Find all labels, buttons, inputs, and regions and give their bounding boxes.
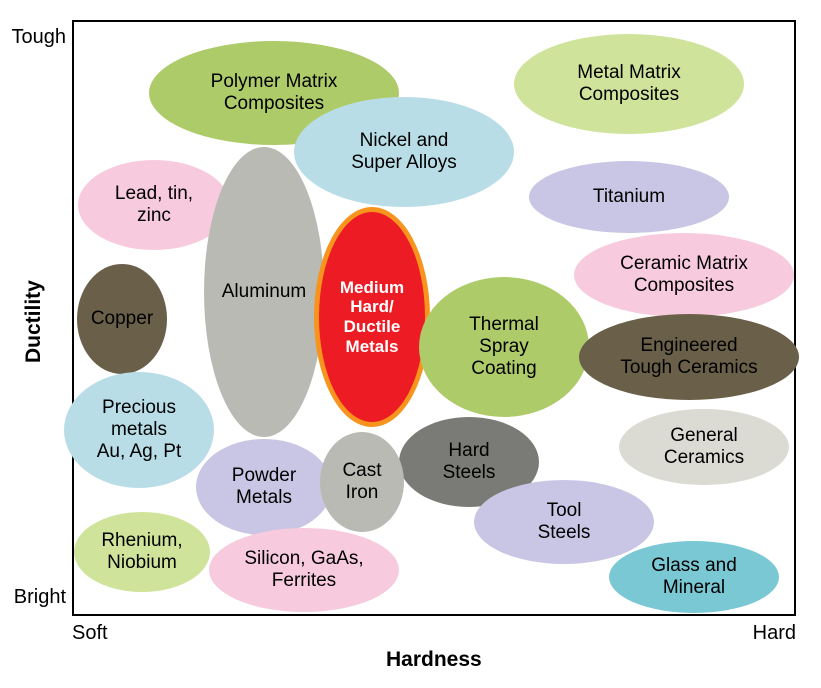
blob-cmc: Ceramic MatrixComposites [574, 233, 794, 317]
blob-thermal: ThermalSprayCoating [419, 277, 589, 417]
x-axis-max-label: Hard [753, 622, 796, 645]
blob-label: PreciousmetalsAu, Ag, Pt [97, 397, 182, 463]
blob-nickel: Nickel andSuper Alloys [294, 97, 514, 207]
blob-label: ToolSteels [538, 500, 591, 544]
blob-label: HardSteels [443, 440, 496, 484]
blob-label: Glass andMineral [651, 555, 737, 599]
y-axis-label: Ductility [22, 280, 46, 363]
blob-medium: MediumHard/DuctileMetals [314, 207, 430, 427]
blob-rhenium: Rhenium,Niobium [74, 512, 210, 592]
blob-lead: Lead, tin,zinc [78, 160, 230, 250]
blob-etc: EngineeredTough Ceramics [579, 314, 799, 400]
blob-mmc: Metal MatrixComposites [514, 34, 744, 134]
blob-label: MediumHard/DuctileMetals [340, 278, 404, 356]
blob-tool: ToolSteels [474, 480, 654, 564]
blob-label: Silicon, GaAs,Ferrites [244, 548, 363, 592]
blob-glass: Glass andMineral [609, 541, 779, 613]
blob-label: Lead, tin,zinc [115, 183, 193, 227]
blob-label: Rhenium,Niobium [101, 530, 182, 574]
blob-label: Metal MatrixComposites [577, 62, 680, 106]
blob-precious: PreciousmetalsAu, Ag, Pt [64, 372, 214, 488]
plot-area: Polymer MatrixComposites Metal MatrixComp… [72, 20, 796, 616]
blob-label: Nickel andSuper Alloys [351, 130, 457, 174]
y-axis-max-label: Tough [12, 26, 67, 49]
blob-copper: Copper [77, 264, 167, 374]
blob-label: Titanium [593, 186, 665, 208]
figure-root: Polymer MatrixComposites Metal MatrixComp… [0, 0, 821, 688]
blob-silicon: Silicon, GaAs,Ferrites [209, 528, 399, 612]
blob-label: GeneralCeramics [664, 425, 744, 469]
x-axis-min-label: Soft [72, 622, 108, 645]
blob-general: GeneralCeramics [619, 409, 789, 485]
blob-label: Aluminum [222, 281, 306, 303]
y-axis-min-label: Bright [14, 586, 66, 609]
blob-label: ThermalSprayCoating [469, 314, 539, 380]
blob-powder: PowderMetals [196, 439, 332, 535]
blob-label: Ceramic MatrixComposites [620, 253, 748, 297]
blob-aluminum: Aluminum [204, 147, 324, 437]
blob-label: Polymer MatrixComposites [211, 71, 338, 115]
blob-titanium: Titanium [529, 161, 729, 233]
x-axis-label: Hardness [386, 648, 482, 672]
blob-cast: CastIron [320, 432, 404, 532]
blob-label: Copper [91, 308, 153, 330]
blob-label: PowderMetals [232, 465, 296, 509]
blob-label: CastIron [342, 460, 381, 504]
blob-label: EngineeredTough Ceramics [620, 335, 757, 379]
